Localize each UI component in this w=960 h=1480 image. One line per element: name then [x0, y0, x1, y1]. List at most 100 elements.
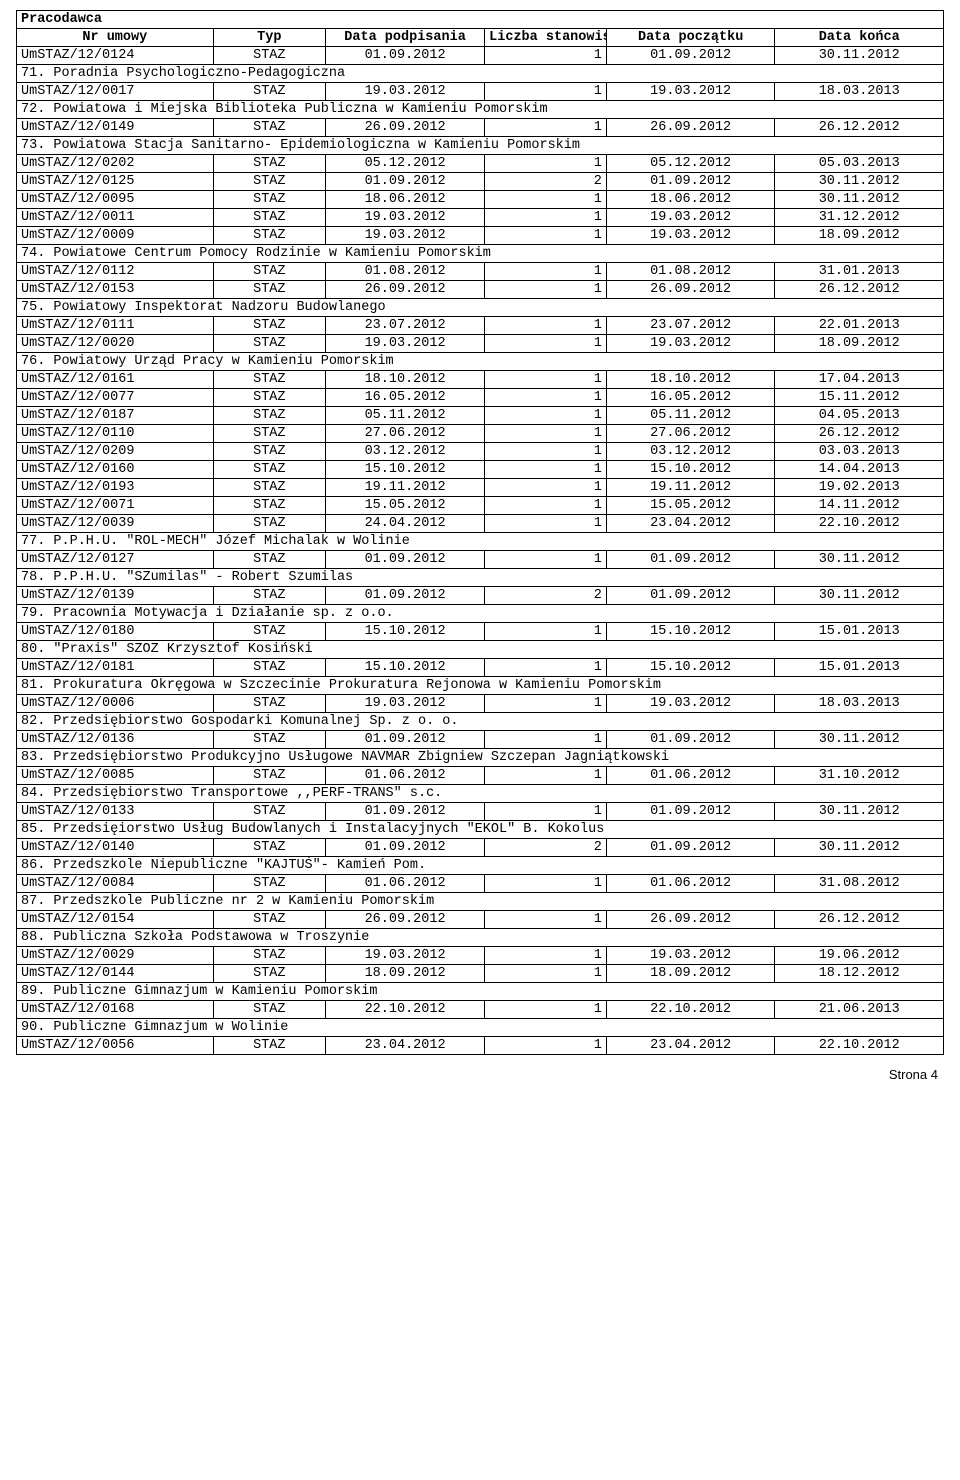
section-row: 89. Publiczne Gimnazjum w Kamieniu Pomor… [17, 983, 944, 1001]
cell-data-podpisania: 01.09.2012 [325, 587, 484, 605]
cell-data-konca: 26.12.2012 [775, 119, 944, 137]
cell-liczba: 2 [485, 839, 607, 857]
cell-data-podpisania: 19.03.2012 [325, 83, 484, 101]
cell-typ: STAZ [213, 947, 325, 965]
cell-typ: STAZ [213, 263, 325, 281]
cell-data-konca: 03.03.2013 [775, 443, 944, 461]
cell-typ: STAZ [213, 443, 325, 461]
section-row: 74. Powiatowe Centrum Pomocy Rodzinie w … [17, 245, 944, 263]
section-row: 85. Przedsięiorstwo Usług Budowlanych i … [17, 821, 944, 839]
cell-nr: UmSTAZ/12/0154 [17, 911, 214, 929]
table-row: UmSTAZ/12/0085STAZ01.06.2012101.06.20123… [17, 767, 944, 785]
table-row: UmSTAZ/12/0136STAZ01.09.2012101.09.20123… [17, 731, 944, 749]
cell-typ: STAZ [213, 1037, 325, 1055]
cell-data-podpisania: 01.09.2012 [325, 839, 484, 857]
cell-data-podpisania: 24.04.2012 [325, 515, 484, 533]
cell-data-podpisania: 27.06.2012 [325, 425, 484, 443]
cell-data-podpisania: 01.09.2012 [325, 47, 484, 65]
cell-nr: UmSTAZ/12/0011 [17, 209, 214, 227]
cell-liczba: 1 [485, 191, 607, 209]
cell-liczba: 1 [485, 227, 607, 245]
cell-data-podpisania: 23.07.2012 [325, 317, 484, 335]
section-label: 82. Przedsiębiorstwo Gospodarki Komunaln… [17, 713, 944, 731]
section-label: 90. Publiczne Gimnazjum w Wolinie [17, 1019, 944, 1037]
cell-data-podpisania: 01.09.2012 [325, 731, 484, 749]
cell-typ: STAZ [213, 461, 325, 479]
cell-typ: STAZ [213, 173, 325, 191]
cell-liczba: 2 [485, 173, 607, 191]
cell-nr: UmSTAZ/12/0202 [17, 155, 214, 173]
table-row: UmSTAZ/12/0071STAZ15.05.2012115.05.20121… [17, 497, 944, 515]
cell-data-podpisania: 18.10.2012 [325, 371, 484, 389]
cell-data-poczatku: 19.03.2012 [606, 83, 775, 101]
cell-data-poczatku: 01.06.2012 [606, 875, 775, 893]
section-label: 87. Przedszkole Publiczne nr 2 w Kamieni… [17, 893, 944, 911]
section-label: 81. Prokuratura Okręgowa w Szczecinie Pr… [17, 677, 944, 695]
col-header-nr: Nr umowy [17, 29, 214, 47]
cell-data-konca: 18.09.2012 [775, 227, 944, 245]
cell-data-konca: 22.10.2012 [775, 515, 944, 533]
cell-nr: UmSTAZ/12/0209 [17, 443, 214, 461]
table-row: UmSTAZ/12/0180STAZ15.10.2012115.10.20121… [17, 623, 944, 641]
table-row: UmSTAZ/12/0006STAZ19.03.2012119.03.20121… [17, 695, 944, 713]
cell-liczba: 1 [485, 461, 607, 479]
cell-nr: UmSTAZ/12/0136 [17, 731, 214, 749]
cell-data-podpisania: 16.05.2012 [325, 389, 484, 407]
cell-data-podpisania: 26.09.2012 [325, 281, 484, 299]
cell-liczba: 1 [485, 425, 607, 443]
cell-nr: UmSTAZ/12/0133 [17, 803, 214, 821]
cell-data-podpisania: 01.09.2012 [325, 551, 484, 569]
cell-liczba: 1 [485, 911, 607, 929]
cell-data-poczatku: 23.04.2012 [606, 515, 775, 533]
cell-data-poczatku: 01.09.2012 [606, 839, 775, 857]
table-row: UmSTAZ/12/0140STAZ01.09.2012201.09.20123… [17, 839, 944, 857]
cell-nr: UmSTAZ/12/0029 [17, 947, 214, 965]
cell-nr: UmSTAZ/12/0168 [17, 1001, 214, 1019]
cell-data-poczatku: 22.10.2012 [606, 1001, 775, 1019]
table-row: UmSTAZ/12/0017STAZ19.03.2012119.03.20121… [17, 83, 944, 101]
cell-typ: STAZ [213, 227, 325, 245]
cell-nr: UmSTAZ/12/0020 [17, 335, 214, 353]
cell-data-poczatku: 19.03.2012 [606, 335, 775, 353]
cell-data-poczatku: 01.06.2012 [606, 767, 775, 785]
table-header-row: Nr umowy Typ Data podpisania Liczba stan… [17, 29, 944, 47]
cell-typ: STAZ [213, 425, 325, 443]
cell-data-podpisania: 03.12.2012 [325, 443, 484, 461]
cell-data-poczatku: 18.09.2012 [606, 965, 775, 983]
table-row: UmSTAZ/12/0011STAZ19.03.2012119.03.20123… [17, 209, 944, 227]
col-header-data-podpisania: Data podpisania [325, 29, 484, 47]
cell-data-poczatku: 01.08.2012 [606, 263, 775, 281]
cell-typ: STAZ [213, 281, 325, 299]
cell-data-poczatku: 26.09.2012 [606, 911, 775, 929]
cell-data-konca: 15.01.2013 [775, 623, 944, 641]
table-row: UmSTAZ/12/0039STAZ24.04.2012123.04.20122… [17, 515, 944, 533]
cell-data-podpisania: 05.12.2012 [325, 155, 484, 173]
cell-typ: STAZ [213, 623, 325, 641]
cell-liczba: 1 [485, 281, 607, 299]
section-row: 86. Przedszkole Niepubliczne "KAJTUŚ"- K… [17, 857, 944, 875]
cell-liczba: 1 [485, 515, 607, 533]
table-title-row: Pracodawca [17, 11, 944, 29]
table-row: UmSTAZ/12/0144STAZ18.09.2012118.09.20121… [17, 965, 944, 983]
cell-nr: UmSTAZ/12/0110 [17, 425, 214, 443]
cell-liczba: 1 [485, 767, 607, 785]
page-footer: Strona 4 [16, 1055, 944, 1082]
cell-nr: UmSTAZ/12/0187 [17, 407, 214, 425]
cell-data-poczatku: 19.03.2012 [606, 695, 775, 713]
table-row: UmSTAZ/12/0149STAZ26.09.2012126.09.20122… [17, 119, 944, 137]
section-label: 76. Powiatowy Urząd Pracy w Kamieniu Pom… [17, 353, 944, 371]
cell-data-konca: 31.12.2012 [775, 209, 944, 227]
section-label: 83. Przedsiębiorstwo Produkcyjno Usługow… [17, 749, 944, 767]
cell-nr: UmSTAZ/12/0139 [17, 587, 214, 605]
cell-data-podpisania: 19.03.2012 [325, 227, 484, 245]
cell-data-podpisania: 22.10.2012 [325, 1001, 484, 1019]
cell-data-konca: 30.11.2012 [775, 191, 944, 209]
cell-nr: UmSTAZ/12/0124 [17, 47, 214, 65]
cell-data-poczatku: 26.09.2012 [606, 119, 775, 137]
cell-liczba: 1 [485, 335, 607, 353]
cell-data-konca: 30.11.2012 [775, 551, 944, 569]
cell-data-podpisania: 01.08.2012 [325, 263, 484, 281]
section-row: 81. Prokuratura Okręgowa w Szczecinie Pr… [17, 677, 944, 695]
cell-data-konca: 30.11.2012 [775, 47, 944, 65]
cell-liczba: 1 [485, 209, 607, 227]
